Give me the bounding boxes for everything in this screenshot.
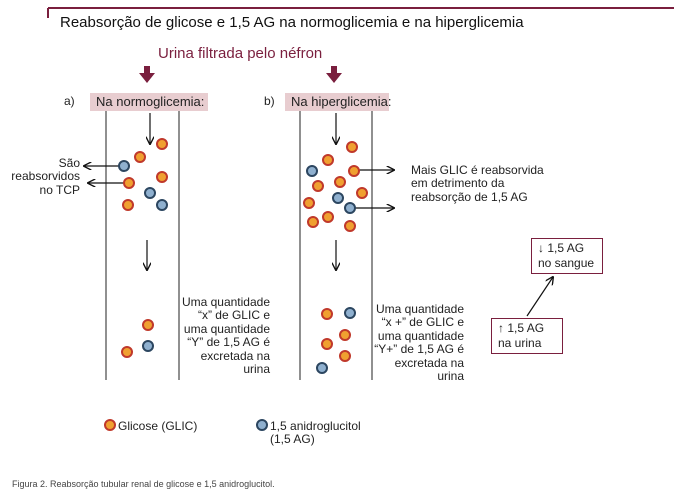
reabsorbed-label: São reabsorvidos no TCP — [11, 156, 80, 197]
glucose-molecule — [344, 220, 356, 232]
glucose-molecule — [348, 165, 360, 177]
legend-ag-line-1: 1,5 anidroglucitol — [270, 419, 361, 433]
glucose-molecule — [134, 151, 146, 163]
legend-ag-line-2: (1,5 AG) — [270, 432, 315, 447]
panel-a-marker: a) — [64, 94, 75, 108]
excretion-b-line-3: uma quantidade — [377, 328, 464, 343]
glucose-molecule — [121, 346, 133, 358]
glucose-molecule — [322, 211, 334, 223]
legend-ag-label: 1,5 anidroglucitol (1,5 AG) — [270, 419, 361, 447]
ag-molecule — [118, 160, 130, 172]
filtration-arrow-a — [139, 66, 155, 83]
panel-b-banner: Na hiperglicemia: — [285, 93, 392, 111]
excretion-b-line-4: “Y+” de 1,5 AG é — [374, 342, 464, 357]
filtration-arrow-b — [326, 66, 342, 83]
panel-a-heading: Na normoglicemia: — [96, 94, 205, 109]
excretion-a-line-4: “Y” de 1,5 AG é — [187, 335, 270, 350]
urine-ag-line-1: ↑ 1,5 AG — [498, 321, 545, 335]
ag-molecule — [332, 192, 344, 204]
ag-molecule — [344, 307, 356, 319]
ag-molecule — [156, 199, 168, 211]
figure-caption: Figura 2. Reabsorção tubular renal de gl… — [12, 479, 275, 489]
excretion-a-line-5: excretada na — [200, 348, 270, 363]
glucose-molecule — [334, 176, 346, 188]
excretion-text-b: Uma quantidade “x +” de GLIC e uma quant… — [374, 302, 464, 384]
legend-glucose-label: Glicose (GLIC) — [118, 419, 198, 433]
ag-molecule — [256, 419, 268, 431]
glucose-molecule — [307, 216, 319, 228]
panel-b-marker: b) — [264, 94, 275, 108]
glucose-molecule — [356, 187, 368, 199]
glucose-molecule — [321, 338, 333, 350]
glucose-molecule — [122, 199, 134, 211]
ag-molecule — [142, 340, 154, 352]
reabsorbed-line-1: São — [58, 156, 80, 170]
excretion-a-line-3: uma quantidade — [183, 321, 270, 336]
excretion-a-line-6: urina — [243, 362, 270, 377]
glucose-molecule — [346, 141, 358, 153]
more-glic-line-3: reabsorção de 1,5 AG — [411, 189, 528, 204]
glucose-molecule — [104, 419, 116, 431]
urine-filtered-label: Urina filtrada pelo néfron — [158, 45, 323, 62]
ag-molecule — [144, 187, 156, 199]
excretion-b-line-5: excretada na — [394, 355, 464, 370]
more-glic-line-2: em detrimento da — [411, 176, 505, 191]
panel-a-banner: Na normoglicemia: — [90, 93, 208, 111]
reabsorbed-line-2: reabsorvidos — [11, 169, 80, 184]
excretion-b-line-1: Uma quantidade — [375, 302, 464, 316]
diagram-title: Reabsorção de glicose e 1,5 AG na normog… — [60, 14, 524, 31]
excretion-b-line-2: “x +” de GLIC e — [381, 315, 464, 330]
glucose-molecule — [303, 197, 315, 209]
reabsorbed-line-3: no TCP — [39, 182, 80, 197]
glucose-molecule — [339, 350, 351, 362]
excretion-text-a: Uma quantidade “x” de GLIC e uma quantid… — [181, 295, 270, 377]
glucose-molecule — [339, 329, 351, 341]
blood-ag-value: 1,5 AG — [547, 241, 585, 255]
excretion-b-line-6: urina — [437, 369, 464, 384]
blood-ag-line-1: ↓ 1,5 AG — [538, 241, 585, 255]
more-glic-line-1: Mais GLIC é reabsorvida — [411, 163, 544, 177]
glucose-molecule — [156, 138, 168, 150]
glucose-molecule — [123, 177, 135, 189]
glucose-molecule — [321, 308, 333, 320]
blood-ag-line-2: no sangue — [538, 256, 595, 270]
ag-molecule — [316, 362, 328, 374]
glucose-molecule — [312, 180, 324, 192]
glucose-molecule — [322, 154, 334, 166]
more-glic-label: Mais GLIC é reabsorvida em detrimento da… — [411, 163, 544, 204]
excretion-a-line-2: “x” de GLIC e — [197, 308, 270, 323]
arrow-urine-to-blood — [526, 277, 553, 317]
blood-ag-box: ↓ 1,5 AG no sangue — [531, 238, 603, 274]
urine-ag-value: 1,5 AG — [507, 321, 545, 335]
glucose-molecule — [142, 319, 154, 331]
panel-b-heading: Na hiperglicemia: — [291, 94, 392, 109]
ag-molecule — [306, 165, 318, 177]
urine-ag-line-2: na urina — [498, 336, 542, 350]
ag-molecule — [344, 202, 356, 214]
urine-ag-box: ↑ 1,5 AG na urina — [491, 318, 563, 354]
arrow-up-icon: ↑ — [498, 321, 504, 335]
glucose-molecule — [156, 171, 168, 183]
arrow-down-icon: ↓ — [538, 241, 544, 255]
excretion-a-line-1: Uma quantidade — [181, 295, 270, 309]
